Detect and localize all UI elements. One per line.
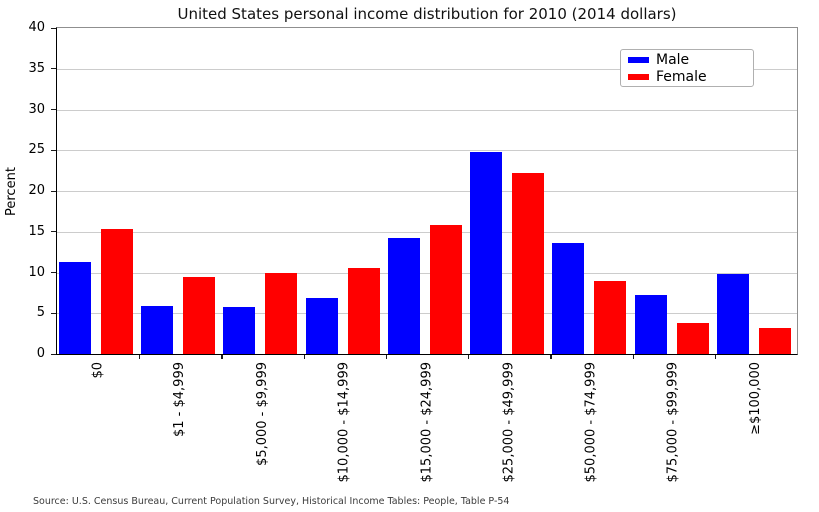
gridline: [56, 191, 797, 192]
y-tick: [51, 149, 56, 151]
bar-male-4: [387, 238, 420, 354]
bar-male-5: [470, 151, 503, 354]
legend-label-female: Female: [656, 68, 707, 85]
x-tick: [468, 355, 470, 359]
y-tick: [51, 231, 56, 233]
x-category-label-text: $0: [90, 362, 106, 379]
legend-row-male: Male: [628, 53, 746, 67]
bar-female-8: [758, 327, 791, 354]
gridline: [56, 231, 797, 233]
x-tick: [221, 355, 223, 359]
legend-swatch-female: [628, 73, 649, 80]
x-category-label-text: $25,000 - $49,999: [501, 362, 517, 483]
bar-female-1: [183, 276, 216, 354]
x-category-label-text: $75,000 - $99,999: [665, 362, 681, 483]
bar-male-6: [552, 243, 585, 354]
y-tick-label: 30: [28, 101, 45, 117]
y-tick: [51, 27, 56, 29]
legend-row-female: Female: [628, 70, 746, 84]
y-tick: [51, 68, 56, 70]
y-tick-label: 5: [36, 305, 45, 321]
x-category-label-text: $5,000 - $9,999: [254, 362, 270, 466]
bar-male-8: [716, 274, 749, 354]
bar-female-3: [347, 268, 380, 354]
gridline: [56, 109, 797, 111]
gridline: [56, 68, 797, 70]
x-category-label-text: $1 - $4,999: [172, 362, 188, 437]
legend-label-male: Male: [656, 51, 690, 68]
y-tick: [51, 272, 56, 274]
y-tick: [51, 312, 56, 314]
x-category-label-text: $50,000 - $74,999: [583, 362, 599, 483]
x-tick: [139, 355, 141, 359]
y-tick-label: 40: [28, 20, 45, 35]
bar-male-1: [141, 305, 174, 354]
x-category-label-text: $15,000 - $24,999: [419, 362, 434, 483]
y-tick-label: 25: [28, 142, 45, 158]
y-tick-label: 35: [28, 60, 45, 76]
bar-female-5: [512, 173, 545, 354]
bar-male-3: [305, 297, 338, 354]
x-category-label-text: $10,000 - $14,999: [336, 362, 352, 483]
bar-female-7: [676, 323, 709, 354]
y-tick: [51, 109, 56, 111]
source-note: Source: U.S. Census Bureau, Current Popu…: [33, 496, 510, 507]
legend: Male Female: [620, 49, 754, 87]
x-tick: [714, 355, 716, 359]
bar-female-6: [594, 280, 627, 354]
x-tick: [632, 355, 634, 359]
chart-title: United States personal income distributi…: [177, 5, 677, 23]
gridline: [56, 272, 797, 274]
x-tick: [550, 355, 552, 359]
bar-male-7: [634, 294, 667, 354]
bar-male-0: [59, 261, 91, 354]
x-tick: [385, 355, 388, 359]
y-tick-label: 20: [28, 183, 45, 198]
bar-female-4: [429, 225, 462, 354]
y-tick: [51, 190, 56, 192]
gridline: [56, 313, 797, 315]
y-tick-label: 15: [28, 223, 45, 239]
y-tick: [51, 353, 56, 355]
bar-female-2: [265, 272, 298, 354]
bar-female-0: [101, 229, 133, 354]
x-tick: [303, 355, 305, 359]
bar-male-2: [223, 306, 256, 354]
y-tick-label: 0: [36, 346, 45, 361]
x-category-label-text: ≥$100,000: [747, 362, 763, 435]
legend-swatch-male: [628, 56, 649, 63]
y-tick-label: 10: [28, 264, 45, 280]
gridline: [56, 150, 797, 152]
